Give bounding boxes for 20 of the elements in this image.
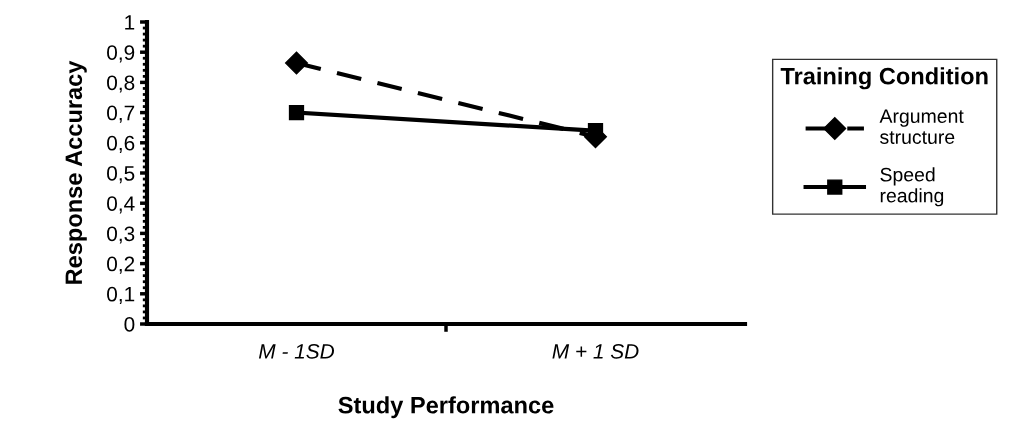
y-axis-title: Response Accuracy	[65, 60, 87, 284]
x-tick-label: M + 1 SD	[552, 343, 639, 359]
point	[285, 51, 308, 75]
y-tick-label: 0,4	[107, 196, 135, 214]
y-tick-label: 0,9	[107, 45, 135, 63]
y-tick-label: 0,7	[107, 105, 135, 123]
y-tick-label: 0,8	[107, 75, 135, 93]
legend-label: Speed reading	[880, 167, 944, 207]
y-tick-label: 1	[125, 15, 135, 30]
y-tick-label: 0,6	[107, 135, 135, 154]
y-tick-label: 0,1	[107, 286, 135, 305]
y-tick-label: 0,5	[107, 166, 135, 184]
point	[288, 104, 305, 121]
legend-title: Training Condition	[780, 67, 988, 90]
x-axis-title: Study Performance	[338, 396, 554, 419]
y-tick-label: 0,3	[107, 226, 135, 244]
legend-label: Argument structure	[879, 109, 964, 144]
y-tick-label: 0,2	[107, 256, 135, 274]
y-tick-label: 0	[124, 317, 135, 332]
x-tick-label: M - 1SD	[258, 343, 335, 359]
